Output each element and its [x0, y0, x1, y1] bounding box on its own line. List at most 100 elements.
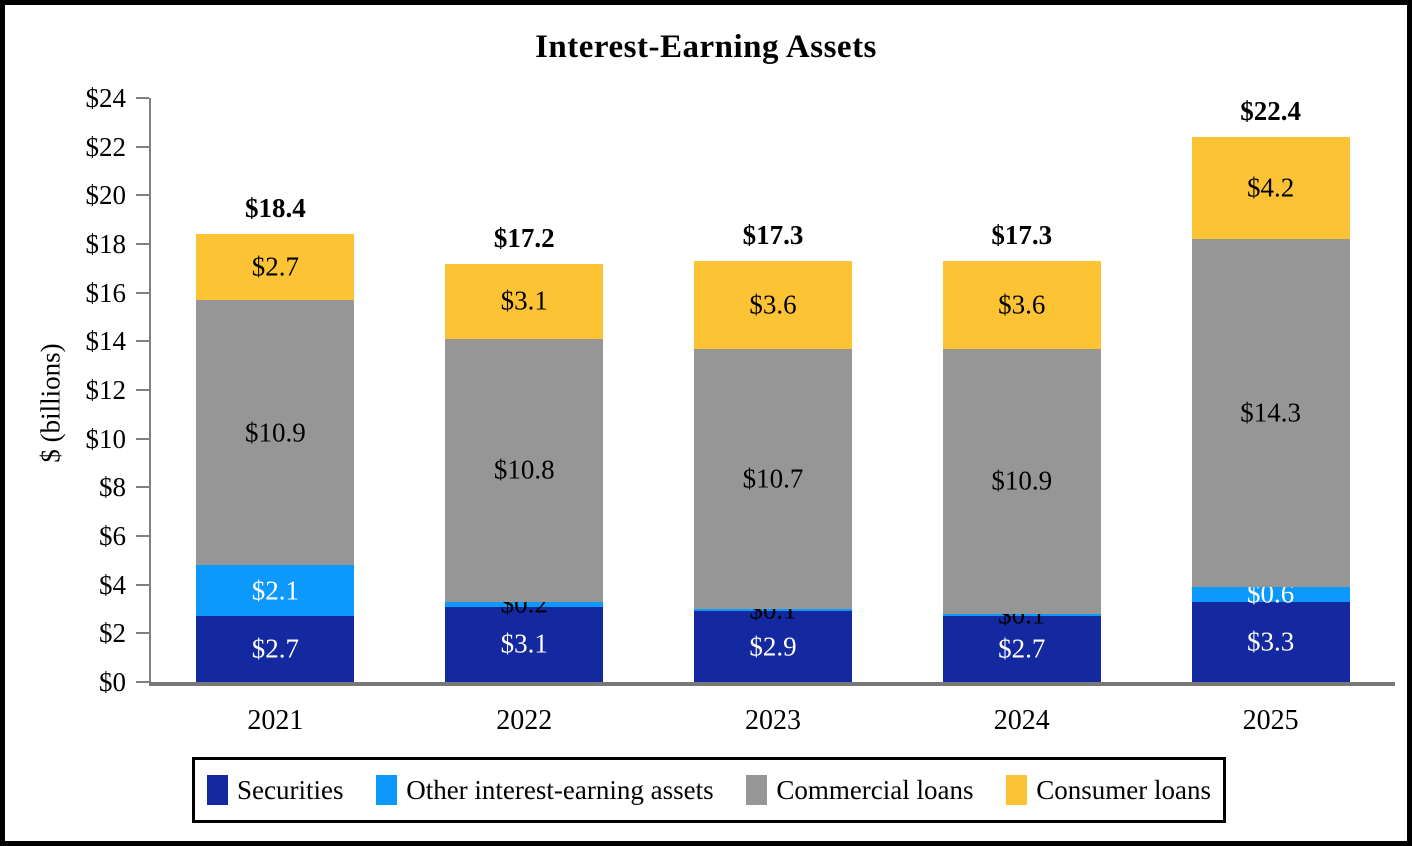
total-label-2024: $17.3 — [991, 220, 1053, 251]
year-label-2025: 2025 — [1242, 705, 1299, 736]
y-tick-10 — [136, 437, 149, 440]
total-label-2021: $18.4 — [245, 193, 306, 224]
bar-slot-2022: $3.1 $0.2 $10.8 $3.1 $17.2 — [400, 98, 649, 682]
bars-container: $2.7 $2.1 $10.9 $2.7 $18.4 $3.1 $0.2 $10.8 $3.1 $… — [151, 97, 1395, 682]
segment-securities-2024: $2.7 — [942, 616, 1101, 682]
y-tick-22 — [136, 145, 149, 148]
bar-slot-2024: $2.7 $0.1 $10.9 $3.6 $17.3 — [897, 98, 1146, 682]
segment-value-label: $4.2 — [1246, 172, 1295, 203]
segment-value-label: $10.9 — [245, 417, 306, 448]
y-tick-18 — [136, 243, 149, 245]
y-axis-line — [149, 98, 151, 684]
total-label-2025: $22.4 — [1240, 95, 1301, 126]
segment-commercial-loans-2021: $10.9 — [196, 300, 355, 566]
segment-value-label: $2.7 — [251, 251, 300, 282]
segment-other-interest-earning-assets-2025: $0.6 — [1191, 580, 1350, 607]
y-tick-24 — [136, 97, 149, 99]
segment-securities-2022: $3.1 — [445, 606, 604, 682]
y-tick-labels: $0 $2 $4 $6 $8 $10 $12 $14 $16 $18 $20 $22 $24 — [5, 85, 127, 696]
segment-value-label: $10.8 — [493, 454, 555, 485]
segment-value-label: $14.3 — [1240, 397, 1301, 428]
y-tick-label-6: $6 — [99, 521, 126, 551]
legend-swatch-commercial-loans — [746, 775, 768, 805]
y-tick-label-2: $2 — [99, 618, 126, 649]
y-tick-label-14: $14 — [85, 326, 127, 357]
legend-swatch-other-interest-earning-assets — [376, 775, 398, 805]
legend-label-other-interest-earning-assets: Other interest-earning assets — [406, 774, 714, 805]
segment-value-label: $2.9 — [749, 631, 797, 662]
year-label-2022: 2022 — [496, 705, 553, 736]
year-label-2021: 2021 — [247, 705, 304, 736]
bar-slot-2025: $3.3 $0.6 $14.3 $4.2 $22.4 — [1146, 97, 1395, 682]
bar-2021: $2.7 $2.1 $10.9 $2.7 $18.4 — [196, 195, 355, 682]
legend-label-consumer-loans: Consumer loans — [1036, 774, 1211, 805]
segment-consumer-loans-2022: $3.1 — [445, 263, 604, 339]
y-tick-2 — [136, 632, 149, 635]
segment-securities-2021: $2.7 — [196, 616, 355, 682]
chart-title: Interest-Earning Assets — [535, 29, 877, 65]
y-tick-20 — [136, 194, 149, 197]
legend: Securities Other interest-earning assets C… — [192, 757, 1226, 823]
y-tick-label-12: $12 — [85, 375, 127, 405]
y-tick-12 — [136, 389, 149, 391]
segment-securities-2023: $2.9 — [693, 611, 852, 682]
year-label-2023: 2023 — [744, 705, 801, 736]
segment-value-label: $2.7 — [998, 633, 1046, 664]
legend-swatch-consumer-loans — [1006, 775, 1028, 805]
segment-other-interest-earning-assets-2022: $0.2 — [445, 590, 604, 617]
segment-value-label: $2.7 — [251, 633, 300, 664]
segment-value-label: $3.1 — [500, 285, 548, 316]
plot-area: $2.7 $2.1 $10.9 $2.7 $18.4 $3.1 $0.2 $10.8 $3.1 $… — [136, 97, 1395, 686]
segment-value-label: $3.3 — [1246, 626, 1295, 657]
segment-consumer-loans-2024: $3.6 — [942, 261, 1101, 349]
segment-value-label: $2.1 — [251, 575, 300, 606]
bar-2025: $3.3 $0.6 $14.3 $4.2 $22.4 — [1191, 97, 1350, 682]
total-label-2023: $17.3 — [742, 220, 804, 251]
bar-2024: $2.7 $0.1 $10.9 $3.6 $17.3 — [942, 222, 1101, 682]
segment-value-label: $3.6 — [998, 289, 1046, 320]
segment-value-label: $10.9 — [991, 465, 1053, 496]
segment-consumer-loans-2025: $4.2 — [1191, 136, 1350, 240]
legend-item-consumer-loans: Consumer loans — [1006, 775, 1211, 805]
segment-commercial-loans-2023: $10.7 — [693, 348, 852, 610]
y-tick-14 — [136, 340, 149, 343]
total-label-2022: $17.2 — [493, 222, 555, 253]
x-axis-baseline — [149, 682, 1395, 686]
y-tick-16 — [136, 291, 149, 294]
y-tick-label-4: $4 — [99, 569, 126, 600]
segment-other-interest-earning-assets-2021: $2.1 — [196, 565, 355, 617]
y-tick-label-22: $22 — [85, 131, 127, 162]
bar-slot-2023: $2.9 $0.1 $10.7 $3.6 $17.3 — [649, 98, 898, 682]
y-tick-label-24: $24 — [85, 83, 127, 113]
segment-commercial-loans-2022: $10.8 — [445, 338, 604, 602]
segment-consumer-loans-2021: $2.7 — [196, 234, 355, 300]
legend-item-securities: Securities — [207, 775, 343, 805]
segment-other-interest-earning-assets-2024: $0.1 — [942, 601, 1101, 628]
y-tick-label-20: $20 — [85, 180, 127, 211]
y-tick-label-18: $18 — [85, 229, 127, 259]
y-tick-label-0: $0 — [99, 667, 126, 697]
legend-swatch-securities — [207, 775, 228, 805]
legend-label-securities: Securities — [237, 774, 344, 805]
y-tick-6 — [136, 535, 149, 537]
segment-value-label: $3.6 — [749, 289, 797, 320]
year-label-2024: 2024 — [993, 705, 1050, 736]
segment-value-label: $3.1 — [500, 628, 548, 659]
y-tick-label-8: $8 — [99, 472, 126, 503]
bar-slot-2021: $2.7 $2.1 $10.9 $2.7 $18.4 — [151, 98, 400, 682]
y-tick-8 — [136, 486, 149, 489]
x-axis-labels: 2021 2022 2023 2024 2025 — [151, 705, 1395, 737]
y-tick-label-10: $10 — [85, 423, 127, 454]
y-tick-0 — [136, 681, 149, 683]
segment-commercial-loans-2024: $10.9 — [942, 348, 1101, 614]
segment-commercial-loans-2025: $14.3 — [1191, 239, 1350, 588]
segment-securities-2025: $3.3 — [1191, 601, 1350, 682]
segment-other-interest-earning-assets-2023: $0.1 — [693, 596, 852, 623]
y-tick-4 — [136, 583, 149, 586]
legend-item-commercial-loans: Commercial loans — [746, 774, 974, 805]
y-tick-label-16: $16 — [85, 277, 127, 308]
legend-label-commercial-loans: Commercial loans — [776, 774, 974, 805]
segment-consumer-loans-2023: $3.6 — [693, 261, 852, 349]
bar-2022: $3.1 $0.2 $10.8 $3.1 $17.2 — [445, 224, 604, 682]
